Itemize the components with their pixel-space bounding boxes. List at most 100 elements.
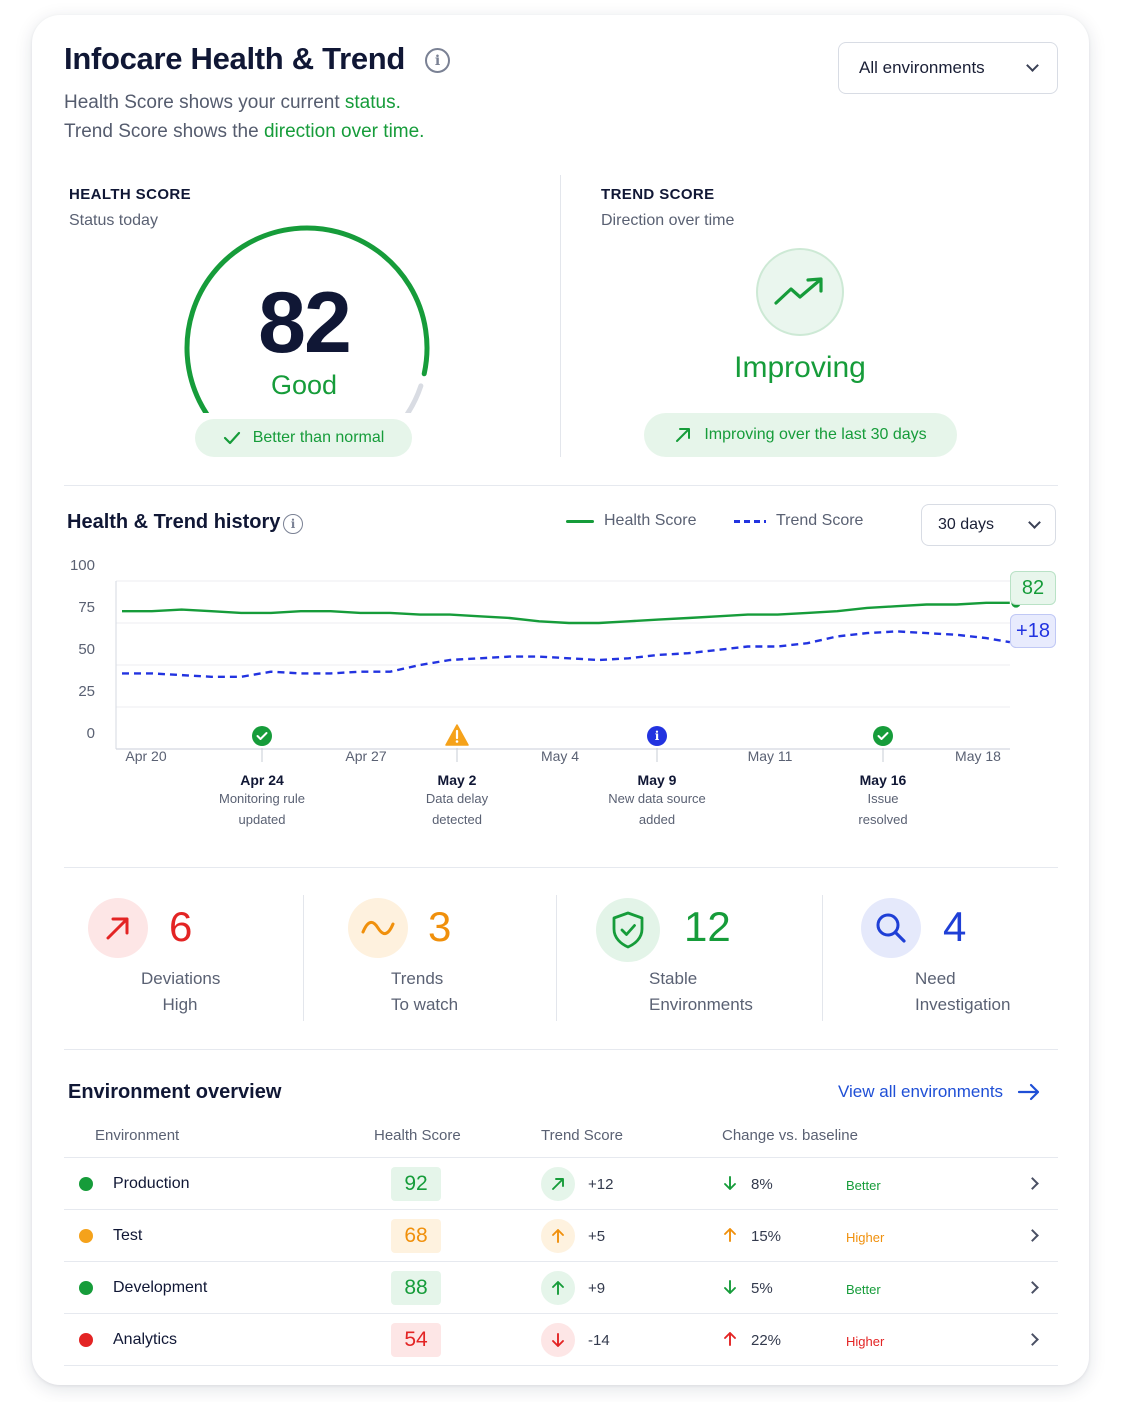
status-dot [79, 1229, 93, 1243]
column-header: Change vs. baseline [722, 1127, 858, 1144]
event-stem [261, 748, 263, 762]
stat-value: 3 [428, 903, 452, 950]
environment-name: Production [113, 1175, 190, 1192]
health-score-label: HEALTH SCORE [69, 186, 192, 203]
check-icon [223, 431, 240, 445]
shield-check-icon [612, 911, 644, 949]
change-arrow [722, 1331, 738, 1352]
chevron-down-icon [1028, 516, 1041, 529]
change-value: 15% [751, 1228, 782, 1245]
chevron-right-icon[interactable] [1026, 1281, 1039, 1294]
end-health-badge: 82 [1010, 571, 1056, 605]
stat-label: Trends To watch [391, 969, 459, 1014]
trend-direction-circle [541, 1271, 575, 1305]
trend-score-value: +9 [588, 1280, 606, 1297]
change-status: Better [846, 1282, 881, 1297]
trend-score-sublabel: Direction over time [601, 212, 735, 229]
environment-select-value: All environments [859, 58, 985, 77]
title-text: Infocare Health & Trend [64, 41, 406, 76]
trend-direction-badge [756, 248, 844, 336]
overview-title: Environment overview [68, 1081, 282, 1103]
gauge-track [404, 383, 424, 413]
trend-direction-circle [541, 1167, 575, 1201]
subtitle-line-1: Health Score shows your current status. [64, 92, 401, 113]
view-all-environments-link[interactable]: View all environments [838, 1082, 1041, 1102]
health-gauge [184, 225, 430, 413]
y-tick-label: 100 [69, 557, 95, 574]
stat-divider [556, 895, 557, 1021]
health-score-status: Good [270, 370, 338, 400]
trend-score-pill: Improving over the last 30 days [644, 413, 957, 457]
trend-score-label: TREND SCORE [601, 186, 715, 203]
trend-direction-circle [541, 1219, 575, 1253]
stat-label: Need Investigation [915, 969, 1011, 1014]
stat-divider [303, 895, 304, 1021]
event-success-icon[interactable] [873, 726, 893, 746]
event-annotation: May 2 Data delay detected [425, 772, 489, 827]
environment-name: Development [113, 1279, 208, 1296]
event-info-icon[interactable]: i [647, 726, 667, 746]
event-stem [456, 748, 458, 762]
trend-score-status: Improving [734, 351, 866, 384]
arrow-down-icon [552, 1333, 564, 1347]
stat-value: 6 [169, 903, 193, 950]
section-divider-2 [64, 867, 1058, 868]
chevron-right-icon[interactable] [1026, 1229, 1039, 1242]
health-score-badge: 68 [391, 1219, 441, 1253]
legend-trend: Trend Score [734, 512, 863, 530]
arrow-down-icon [724, 1280, 736, 1294]
change-arrow [722, 1227, 738, 1248]
stat-label: Deviations High [141, 969, 221, 1014]
stat-icon-bg [348, 898, 408, 958]
event-warning-icon[interactable] [445, 724, 469, 746]
chevron-right-icon[interactable] [1026, 1177, 1039, 1190]
environment-name: Test [113, 1227, 143, 1244]
event-stem [882, 748, 884, 762]
change-status: Higher [846, 1230, 885, 1245]
chevron-down-icon [1026, 59, 1039, 72]
health-score-badge: 88 [391, 1271, 441, 1305]
panel-divider [560, 175, 561, 457]
table-row[interactable]: Test 68 +5 15% Higher [64, 1210, 1058, 1262]
wave-icon [361, 921, 395, 935]
table-row[interactable]: Development 88 +9 5% Better [64, 1262, 1058, 1314]
health-score-badge: 92 [391, 1167, 441, 1201]
change-value: 22% [751, 1332, 782, 1349]
health-score-line [122, 601, 1016, 625]
health-score-badge: 54 [391, 1323, 441, 1357]
stat-label: Stable Environments [649, 969, 753, 1014]
table-header-divider [64, 1157, 1058, 1158]
subtitle-line-2: Trend Score shows the direction over tim… [64, 121, 425, 142]
range-select[interactable]: 30 days [921, 504, 1056, 546]
info-icon[interactable]: i [283, 514, 303, 534]
table-row[interactable]: Analytics 54 -14 22% Higher [64, 1314, 1058, 1366]
trend-score-value: +5 [588, 1228, 606, 1245]
health-score-sublabel: Status today [69, 212, 158, 229]
event-annotation: May 16 Issue resolved [858, 772, 908, 827]
arrow-up-right-icon [106, 917, 129, 940]
environment-select[interactable]: All environments [838, 42, 1058, 94]
legend-health-swatch [566, 519, 594, 523]
stat-divider [822, 895, 823, 1021]
arrow-up-icon [552, 1229, 564, 1243]
gauge-fill [184, 225, 430, 413]
info-icon[interactable]: i [425, 48, 450, 73]
status-dot [79, 1177, 93, 1191]
x-tick-label: Apr 27 [345, 748, 387, 764]
column-header: Trend Score [541, 1127, 623, 1144]
x-tick-label: May 4 [540, 748, 580, 764]
event-success-icon[interactable] [252, 726, 272, 746]
end-trend-badge: +18 [1010, 614, 1056, 648]
range-select-value: 30 days [938, 516, 995, 533]
health-trend-card: Infocare Health & Trend i Health Score s… [32, 15, 1089, 1385]
trending-up-icon [774, 277, 823, 305]
legend-trend-swatch [734, 519, 766, 523]
health-score-value: 82 [258, 275, 352, 371]
event-annotation: Apr 24 Monitoring rule updated [219, 772, 305, 827]
status-dot [79, 1333, 93, 1347]
stat-icon-bg [88, 898, 148, 958]
table-row[interactable]: Production 92 +12 8% Better [64, 1158, 1058, 1210]
chevron-right-icon[interactable] [1026, 1333, 1039, 1346]
status-dot [79, 1281, 93, 1295]
change-status: Better [846, 1178, 881, 1193]
